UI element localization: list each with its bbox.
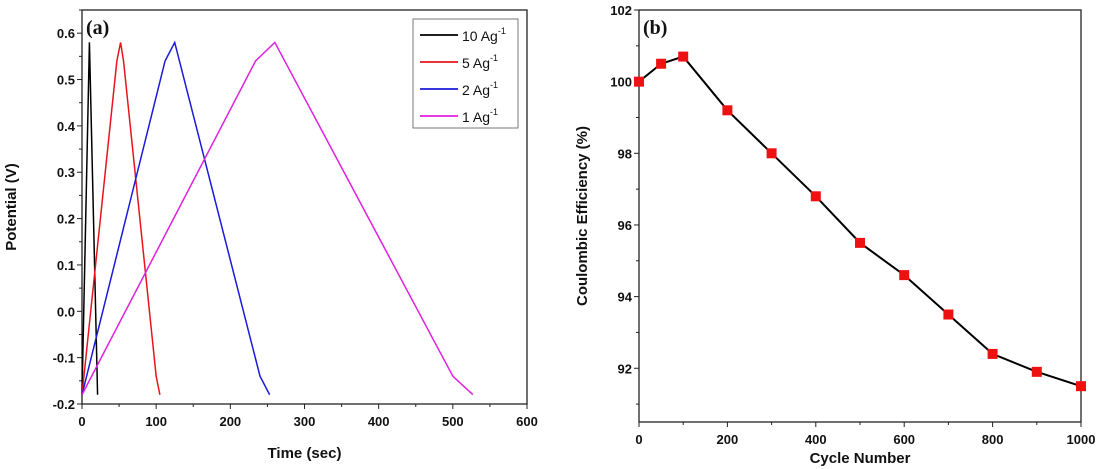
y-tick-label: 102: [610, 3, 632, 18]
series-line-1: [81, 42, 161, 395]
y-tick-label: 96: [618, 218, 632, 233]
y-axis-label: Potential (V): [3, 163, 20, 251]
y-tick-label: 0.3: [57, 165, 75, 180]
y-tick-label: 0.5: [57, 73, 75, 88]
x-tick-label: 800: [982, 432, 1004, 447]
legend-label-text: 1 Ag: [462, 109, 490, 125]
x-tick-label: 0: [635, 432, 642, 447]
x-axis-label: Time (sec): [268, 445, 342, 462]
legend-label-text: 5 Ag: [462, 55, 490, 71]
data-point: [899, 270, 910, 281]
legend-label: 2 Ag-1: [462, 80, 498, 98]
y-tick-label: -0.2: [53, 397, 75, 412]
x-tick-label: 600: [893, 432, 915, 447]
data-point: [943, 309, 954, 320]
y-tick-label: 94: [618, 290, 633, 305]
y-tick-label: -0.1: [53, 351, 75, 366]
x-tick-label: 200: [717, 432, 739, 447]
data-point: [1031, 366, 1042, 377]
legend-label: 1 Ag-1: [462, 107, 498, 125]
legend-label-superscript: -1: [498, 26, 506, 36]
data-point: [987, 348, 998, 359]
legend-item: 2 Ag-1: [420, 80, 498, 98]
series-line-0: [638, 55, 1082, 388]
legend-label-text: 2 Ag: [462, 82, 490, 98]
chart-b-coulombic-efficiency: 0 200 400 600 800 1000 92 94 96 98 100 102 Cycle Num…: [574, 3, 1095, 467]
x-tick-label: 400: [368, 414, 390, 429]
legend-label-superscript: -1: [490, 107, 498, 117]
y-tick-label: 0.0: [57, 304, 75, 319]
legend-box: [412, 18, 519, 129]
y-tick-label: 98: [618, 146, 632, 161]
x-tick-label: 1000: [1067, 432, 1096, 447]
x-tick-label: 400: [805, 432, 827, 447]
data-point: [722, 105, 733, 116]
x-tick-label: 0: [78, 414, 85, 429]
legend-label: 10 Ag-1: [462, 26, 506, 44]
chart-a-potential-vs-time: 0 100 200 300 400 500 600 -0.2 -0.1 0.0 0.1 0.2 0.3 0…: [3, 9, 538, 462]
data-point: [634, 76, 644, 87]
x-tick-label: 100: [145, 414, 167, 429]
y-axis-label: Coulombic Efficiency (%): [574, 126, 591, 306]
data-point: [766, 148, 777, 159]
legend-item: 10 Ag-1: [420, 26, 506, 44]
panel-label: (a): [86, 17, 109, 39]
series-line-3: [81, 41, 474, 396]
y-tick-label: 0.2: [57, 212, 75, 227]
data-point: [1076, 381, 1086, 392]
plot-frame: [638, 9, 1082, 423]
data-point: [678, 51, 689, 62]
legend: 10 Ag-15 Ag-12 Ag-11 Ag-1: [412, 18, 519, 129]
series-line-2: [81, 40, 271, 396]
data-point: [810, 191, 821, 202]
legend-label: 5 Ag-1: [462, 53, 498, 71]
panel-label: (b): [643, 17, 667, 39]
legend-item: 1 Ag-1: [420, 107, 498, 125]
x-tick-label: 600: [516, 414, 538, 429]
x-tick-label: 500: [442, 414, 464, 429]
y-tick-label: 0.1: [57, 258, 75, 273]
x-tick-label: 200: [219, 414, 241, 429]
y-tick-label: 0.4: [57, 119, 76, 134]
data-point: [656, 58, 667, 69]
x-axis-label: Cycle Number: [810, 450, 911, 467]
legend-label-superscript: -1: [490, 80, 498, 90]
legend-item: 5 Ag-1: [420, 53, 498, 71]
data-point: [855, 237, 865, 248]
legend-label-superscript: -1: [490, 53, 498, 63]
y-tick-label: 100: [610, 75, 632, 90]
y-tick-label: 92: [618, 361, 632, 376]
y-tick-label: 0.6: [57, 26, 75, 41]
x-tick-label: 300: [294, 414, 316, 429]
legend-label-text: 10 Ag: [462, 28, 498, 44]
